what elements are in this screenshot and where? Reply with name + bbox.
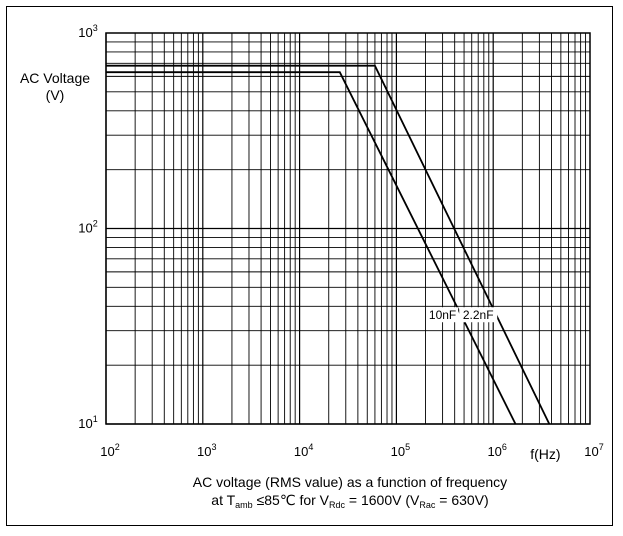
- y-tick-label: 103: [78, 23, 97, 40]
- series-line-10nf: [106, 71, 517, 425]
- x-tick-label: 104: [294, 442, 313, 459]
- y-axis-label-line2: (V): [45, 87, 65, 103]
- y-axis-label-line1: AC Voltage: [19, 70, 91, 86]
- x-tick-label: 107: [584, 442, 603, 459]
- x-axis-label: f(Hz): [530, 446, 560, 462]
- x-tick-label: 102: [100, 442, 119, 459]
- y-axis-label: AC Voltage (V): [10, 70, 100, 104]
- x-tick-label: 103: [197, 442, 216, 459]
- x-tick-label: 105: [391, 442, 410, 459]
- series-label-background: [459, 307, 498, 323]
- series-label: 2.2nF: [463, 308, 494, 322]
- series-label-background: [426, 307, 459, 323]
- chart-frame: [6, 6, 613, 526]
- caption-line-2: at Tamb ≤85℃ for VRdc = 1600V (VRac = 63…: [211, 492, 489, 510]
- plot-area: [105, 32, 591, 425]
- series-label: 10nF: [429, 308, 456, 322]
- caption-line-1: AC voltage (RMS value) as a function of …: [192, 474, 508, 490]
- y-tick-label: 102: [78, 219, 97, 236]
- series-line-2-2nf: [106, 64, 551, 425]
- y-tick-label: 101: [78, 414, 97, 431]
- x-tick-label: 106: [487, 442, 506, 459]
